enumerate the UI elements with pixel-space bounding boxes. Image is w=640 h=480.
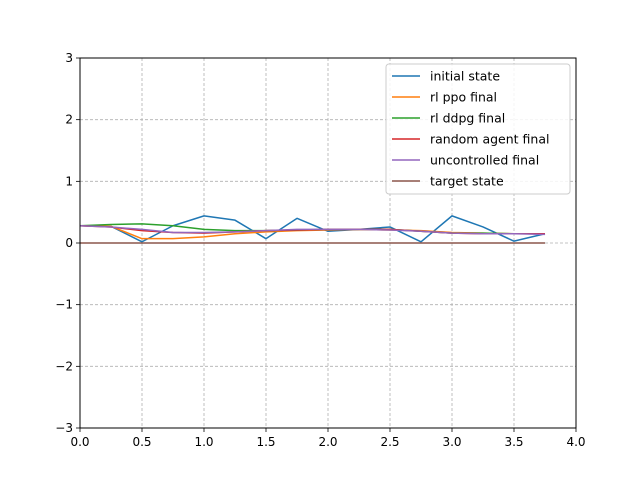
x-tick-label: 0.0 [70,435,89,449]
legend: initial state rl ppo final rl ddpg final ra… [385,63,571,195]
x-tick-label: 4.0 [566,435,585,449]
x-tick-label: 1.5 [256,435,275,449]
series-line-uncontrolled-final [79,224,546,236]
legend-label-target-state: target state [430,174,504,189]
y-tick-label: −3 [55,421,73,435]
legend-box [385,63,571,195]
y-tick-label: 2 [65,113,73,127]
x-tick-label: 3.5 [504,435,523,449]
y-tick-label: 0 [65,236,73,250]
axis-ticks: 0.0 0.5 1.0 1.5 2.0 2.5 3.0 3.5 4.0 −3 −2 −1 0 1 2 3 [55,51,585,449]
legend-label-rl-ppo-final: rl ppo final [430,90,497,105]
y-tick-label: −1 [55,298,73,312]
legend-label-rl-ddpg-final: rl ddpg final [430,111,505,126]
y-tick-label: −2 [55,359,73,373]
y-tick-label: 3 [65,51,73,65]
legend-label-uncontrolled-final: uncontrolled final [430,153,539,168]
x-tick-label: 2.0 [318,435,337,449]
legend-label-initial-state: initial state [430,69,500,84]
series-line-initial-state [79,215,546,243]
legend-label-random-agent-final: random agent final [430,132,549,147]
x-tick-label: 3.0 [442,435,461,449]
x-tick-label: 2.5 [380,435,399,449]
x-tick-label: 0.5 [132,435,151,449]
y-tick-label: 1 [65,174,73,188]
x-tick-label: 1.0 [194,435,213,449]
series-lines [79,215,546,244]
